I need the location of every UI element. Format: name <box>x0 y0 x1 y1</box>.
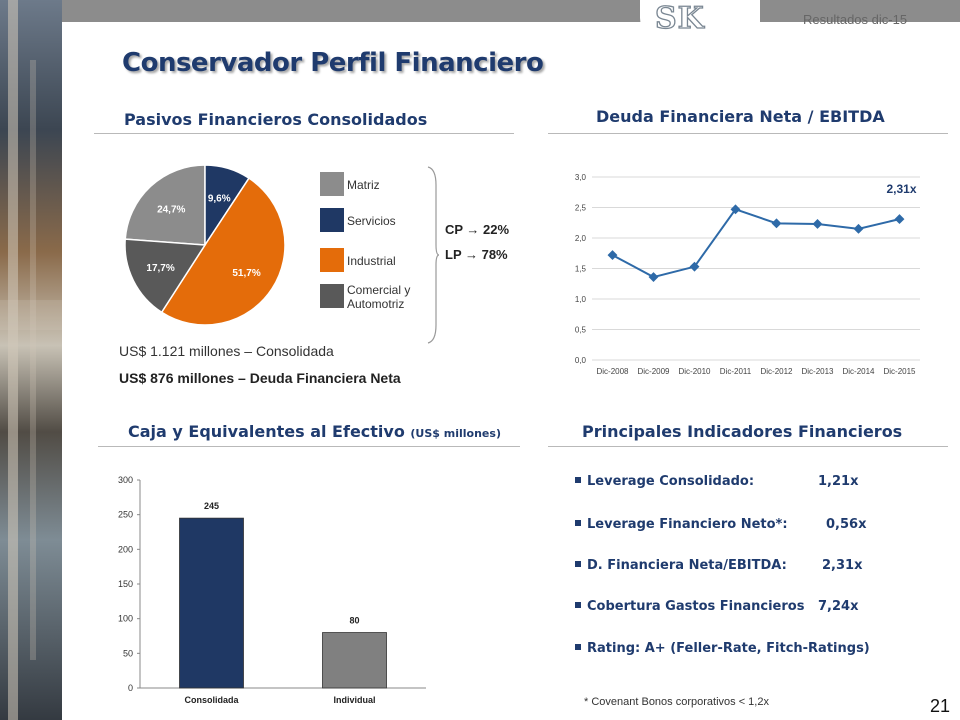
data-point <box>730 204 741 215</box>
y-tick-label: 1,0 <box>575 295 587 304</box>
legend-label: Servicios <box>347 214 396 228</box>
data-point <box>648 272 659 282</box>
section-divider <box>548 133 948 134</box>
indicator-label: D. Financiera Neta/EBITDA: <box>587 558 787 573</box>
indicator-value: 0,56x <box>826 517 867 532</box>
pie-slice <box>124 238 207 314</box>
x-tick-label: Dic-2015 <box>883 367 916 376</box>
short-term-share: CP → 22% <box>445 222 510 237</box>
pie-slice <box>160 177 286 326</box>
bar-value-label: 80 <box>349 616 359 626</box>
x-tick-label: Dic-2009 <box>637 367 670 376</box>
section-divider <box>98 446 520 447</box>
legend-swatch <box>320 172 344 196</box>
y-tick-label: 50 <box>123 648 133 658</box>
indicator-item: D. Financiera Neta/EBITDA: <box>575 558 787 573</box>
legend-swatch <box>320 248 344 272</box>
page-title: Conservador Perfil Financiero <box>122 48 544 78</box>
net-debt-note: US$ 876 millones – Deuda Financiera Neta <box>119 370 401 386</box>
section-divider <box>548 446 948 447</box>
company-logo: SK <box>654 0 705 36</box>
bullet-icon <box>575 644 581 650</box>
section-title-pasivos: Pasivos Financieros Consolidados <box>124 110 428 129</box>
y-tick-label: 100 <box>118 614 133 624</box>
caja-title-text: Caja y Equivalentes al Efectivo <box>128 422 405 441</box>
report-period: Resultados dic-15 <box>803 12 908 27</box>
line-chart: 0,0 0,5 1,0 1,5 2,0 2,5 3,0 Dic-2008 Dic-2009 Dic… <box>575 173 920 376</box>
data-point <box>771 218 782 229</box>
indicator-item: Leverage Financiero Neto*: <box>575 517 788 532</box>
section-divider <box>94 133 514 134</box>
bullet-icon <box>575 477 581 483</box>
indicator-value: 7,24x <box>818 599 859 614</box>
y-tick-label: 0 <box>128 683 133 693</box>
caja-unit: (US$ millones) <box>410 427 501 440</box>
indicator-item: Leverage Consolidado: <box>575 474 754 489</box>
x-tick-label: Dic-2014 <box>842 367 875 376</box>
section-title-deuda: Deuda Financiera Neta / EBITDA <box>596 107 885 126</box>
pie-slice <box>124 164 206 246</box>
legend-swatch <box>320 284 344 308</box>
x-category-label: Individual <box>333 695 375 705</box>
x-tick-label: Dic-2012 <box>760 367 793 376</box>
pie-slice-label: 9,6% <box>208 193 231 204</box>
x-tick-label: Dic-2011 <box>720 367 752 376</box>
data-point <box>607 250 618 261</box>
data-point <box>812 219 823 229</box>
indicator-value: 1,21x <box>818 474 859 489</box>
bar-chart: 0 50 100 150 200 250 300 245 Consolidada 80 Indivi… <box>118 475 426 705</box>
bar-value-label: 245 <box>204 501 219 511</box>
y-tick-label: 250 <box>118 510 133 520</box>
bullet-icon <box>575 561 581 567</box>
indicator-item: Cobertura Gastos Financieros <box>575 599 804 614</box>
y-tick-label: 0,5 <box>575 326 587 335</box>
y-tick-label: 3,0 <box>575 173 587 182</box>
covenant-footnote: * Covenant Bonos corporativos < 1,2x <box>584 696 769 708</box>
bar <box>179 517 244 689</box>
indicator-label: Leverage Financiero Neto*: <box>587 517 788 532</box>
indicator-item: Rating: A+ (Feller-Rate, Fitch-Ratings) <box>575 641 870 656</box>
y-tick-label: 2,5 <box>575 204 587 213</box>
section-title-caja: Caja y Equivalentes al Efectivo (US$ mil… <box>128 422 501 441</box>
y-tick-label: 300 <box>118 475 133 485</box>
legend-label: Industrial <box>347 254 396 268</box>
pie-chart: 24,7% 9,6% 51,7% 17,7% <box>124 164 286 326</box>
pie-slice-label: 51,7% <box>232 268 260 279</box>
long-term-share: LP → 78% <box>445 247 508 262</box>
legend-swatch <box>320 208 344 232</box>
data-point <box>894 214 905 225</box>
legend-label: Matriz <box>347 178 380 192</box>
y-tick-label: 200 <box>118 544 133 554</box>
data-point <box>689 261 700 272</box>
indicator-label: Leverage Consolidado: <box>587 474 755 489</box>
indicator-label: Rating: A+ (Feller-Rate, Fitch-Ratings) <box>587 641 870 656</box>
data-point <box>853 223 864 234</box>
y-tick-label: 0,0 <box>575 356 587 365</box>
x-category-label: Consolidada <box>184 695 239 705</box>
indicator-value: 2,31x <box>822 558 863 573</box>
pie-slice-label: 24,7% <box>157 205 185 216</box>
legend-label: Comercial y Automotriz <box>347 283 411 311</box>
bar <box>322 632 387 689</box>
x-tick-label: Dic-2013 <box>801 367 834 376</box>
last-value-label: 2,31x <box>886 182 916 196</box>
logo-background <box>640 0 760 40</box>
series-line <box>612 208 900 279</box>
x-tick-label: Dic-2010 <box>678 367 711 376</box>
indicator-label: Cobertura Gastos Financieros <box>587 599 805 614</box>
consolidated-liabilities-note: US$ 1.121 millones – Consolidada <box>119 343 334 359</box>
y-tick-label: 1,5 <box>575 265 587 274</box>
y-tick-label: 150 <box>118 579 133 589</box>
y-tick-label: 2,0 <box>575 234 587 243</box>
page-number: 21 <box>930 696 951 716</box>
bullet-icon <box>575 520 581 526</box>
industrial-photo-strip <box>0 0 62 720</box>
bullet-icon <box>575 602 581 608</box>
pie-slice-label: 17,7% <box>146 263 174 274</box>
legend-brace <box>427 166 440 344</box>
x-tick-label: Dic-2008 <box>596 367 629 376</box>
section-title-indicadores: Principales Indicadores Financieros <box>582 422 903 441</box>
